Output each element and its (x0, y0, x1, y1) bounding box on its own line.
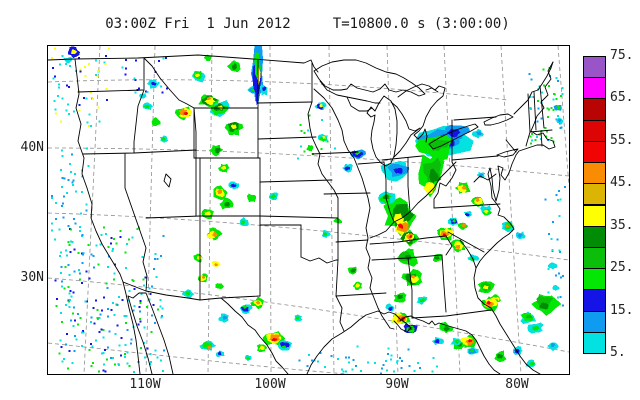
colorbar-cell (583, 162, 606, 185)
colorbar-cell (583, 310, 606, 333)
colorbar-tick-label: 65. (610, 90, 634, 106)
colorbar-cell (583, 183, 606, 206)
colorbar-tick-label: 25. (610, 260, 634, 276)
colorbar-tick-label: 5. (610, 345, 626, 360)
colorbar-tick-label: 45. (610, 175, 634, 191)
colorbar-cell (583, 246, 606, 270)
colorbar-cell (583, 98, 606, 121)
lon-tick-label: 80W (505, 377, 529, 392)
lon-tick-label: 90W (385, 377, 409, 392)
colorbar-tick-label: 35. (610, 217, 634, 233)
colorbar-cell (583, 56, 606, 79)
reflectivity-colorbar (583, 56, 606, 354)
colorbar-cell (583, 331, 606, 354)
plot-title: 03:00Z Fri 1 Jun 2012 T=10800.0 s (3:00:… (105, 16, 510, 32)
colorbar-cell (583, 204, 606, 227)
colorbar-cell (583, 225, 606, 248)
colorbar-cell (583, 140, 606, 164)
lat-tick-label: 30N (20, 270, 44, 285)
colorbar-cell (583, 77, 606, 100)
state-and-coastline-borders (48, 54, 556, 374)
storm-cells (63, 46, 564, 367)
colorbar-tick-label: 55. (610, 132, 634, 148)
lon-tick-label: 100W (254, 377, 286, 392)
colorbar-tick-label: 75. (610, 48, 634, 63)
lon-tick-label: 110W (129, 377, 161, 392)
map-frame (47, 45, 570, 375)
colorbar-cell (583, 268, 606, 291)
colorbar-tick-label: 15. (610, 302, 634, 318)
lat-tick-label: 40N (20, 140, 44, 155)
colorbar-cell (583, 119, 606, 142)
graticule-gridlines (48, 46, 569, 374)
colorbar-cell (583, 289, 606, 312)
conus-radar-map (48, 46, 569, 374)
